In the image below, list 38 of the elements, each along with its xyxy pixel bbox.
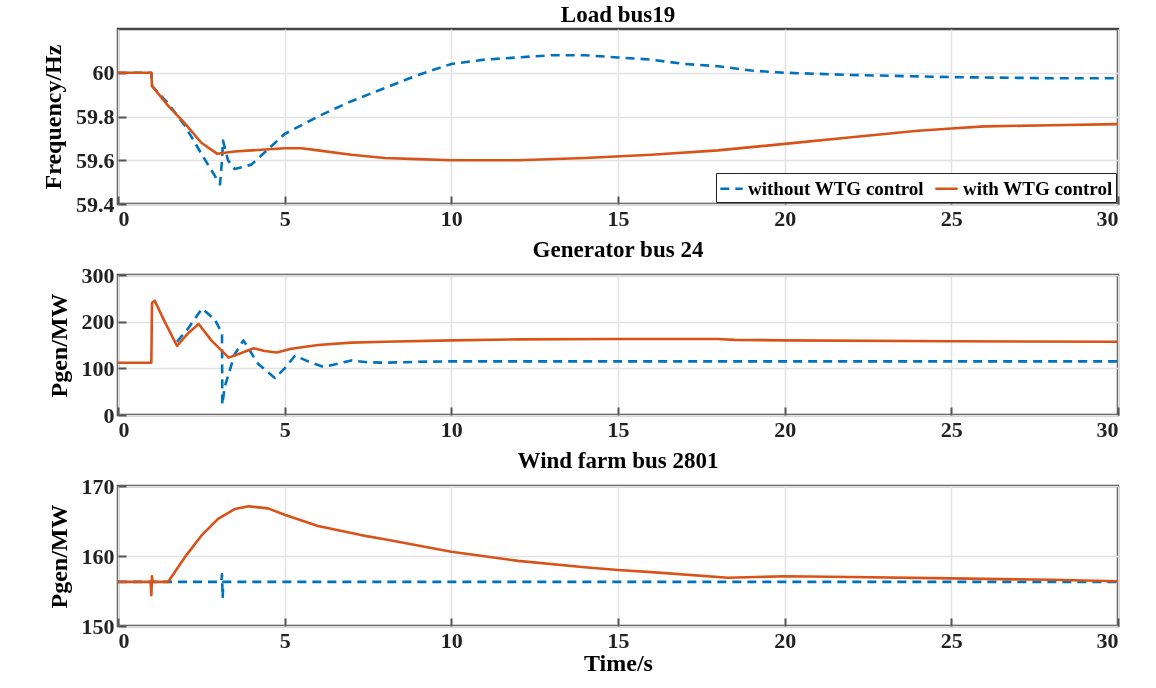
chart-title: Wind farm bus 2801 [517, 448, 719, 473]
y-tick-label: 59.4 [76, 191, 115, 217]
x-tick-label: 20 [774, 416, 797, 442]
line-series [118, 505, 1118, 597]
x-tick-label: 25 [940, 205, 963, 231]
y-axis-title: Pgen/MW [45, 504, 72, 609]
x-tick-label: 30 [1096, 205, 1119, 231]
chart-title: Generator bus 24 [532, 237, 704, 262]
x-tick-label: 5 [279, 416, 291, 442]
legend-label: without WTG control [748, 177, 924, 199]
y-tick-label: 150 [81, 613, 115, 639]
y-axis-title: Frequency/Hz [40, 44, 66, 190]
x-tick-label: 10 [440, 205, 463, 231]
x-tick-label: 10 [440, 627, 463, 653]
x-tick-label: 30 [1096, 416, 1119, 442]
y-tick-label: 100 [81, 355, 115, 381]
x-tick-label: 20 [774, 627, 797, 653]
y-tick-label: 60 [92, 60, 115, 86]
y-tick-label: 300 [81, 262, 115, 288]
x-tick-label: 10 [440, 416, 463, 442]
x-tick-label: 25 [940, 627, 963, 653]
chart-title: Load bus19 [560, 2, 676, 27]
legend-label: with WTG control [963, 177, 1113, 199]
x-tick-label: 15 [607, 205, 630, 231]
x-tick-label: 25 [940, 416, 963, 442]
x-tick-label: 20 [774, 205, 797, 231]
y-tick-label: 200 [81, 309, 115, 335]
x-tick-label: 5 [279, 205, 291, 231]
y-axis-title: Pgen/MW [45, 293, 72, 398]
x-tick-label: 15 [607, 416, 630, 442]
y-tick-label: 160 [81, 543, 115, 569]
x-tick-label: 5 [279, 627, 291, 653]
y-tick-label: 170 [81, 473, 115, 499]
y-tick-label: 59.8 [76, 104, 115, 129]
y-tick-label: 59.6 [76, 147, 115, 173]
line-series [118, 71, 1118, 162]
x-tick-label: 30 [1096, 627, 1119, 653]
line-series [118, 299, 1118, 365]
